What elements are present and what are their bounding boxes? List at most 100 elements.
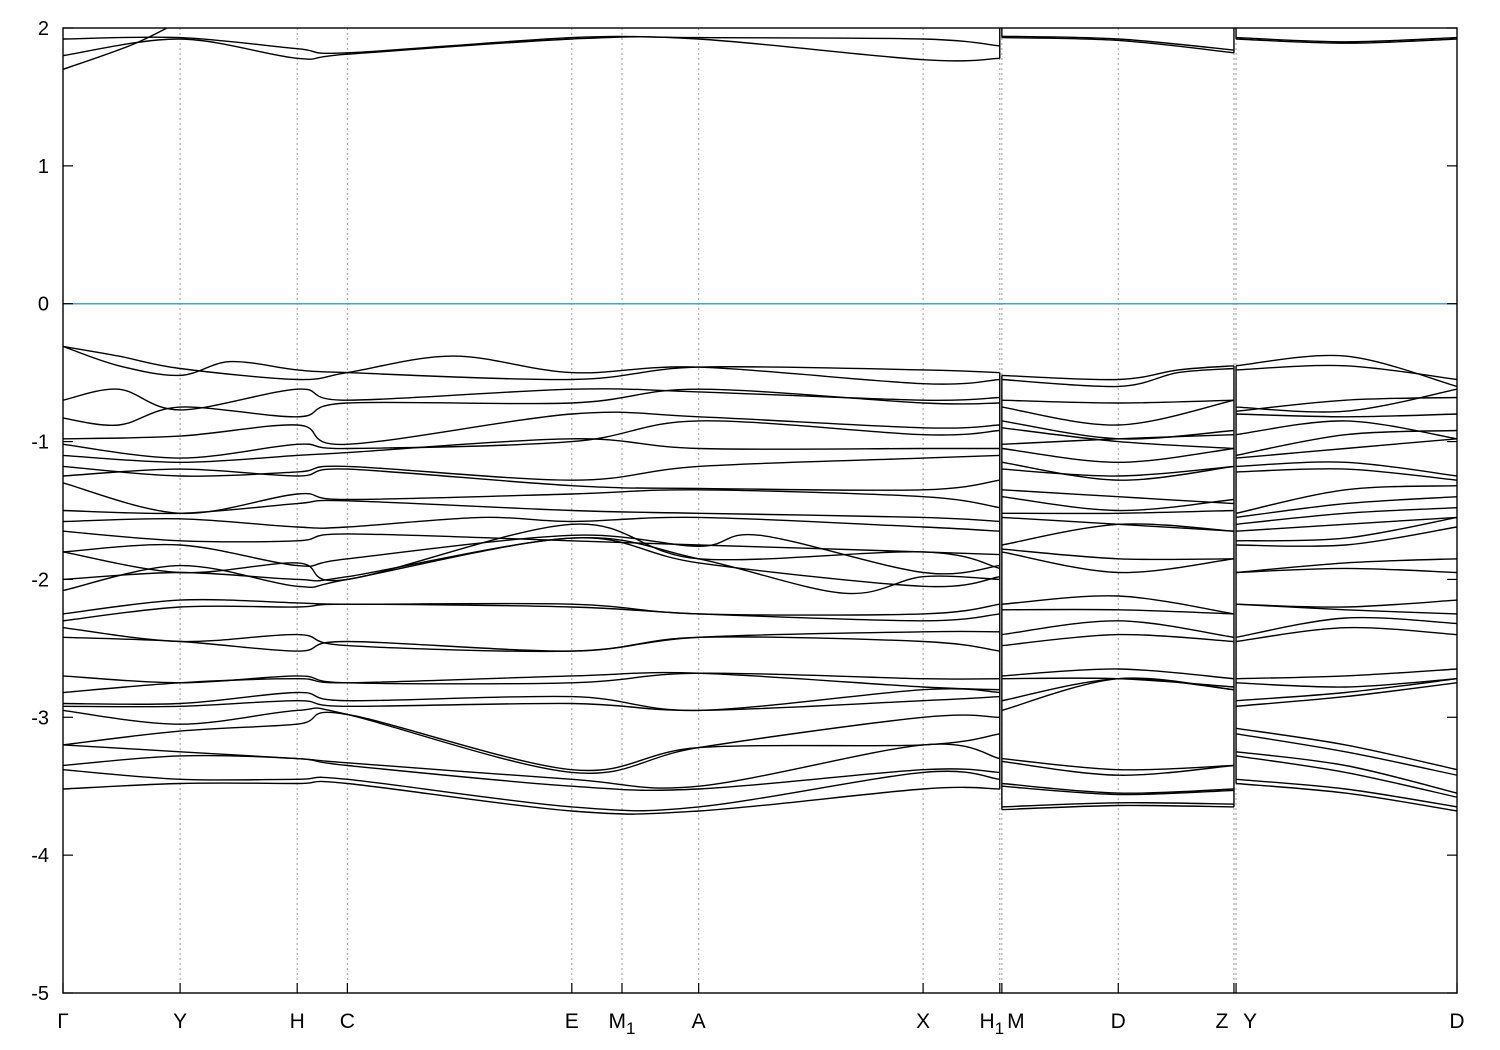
kpoint-gridlines: [179, 28, 1237, 993]
band-line: [1236, 396, 1457, 412]
band-line: [1235, 616, 1457, 638]
band-line: [1235, 429, 1457, 457]
band-line: [1001, 785, 1235, 796]
band-line: [1001, 551, 1235, 574]
band-line: [1236, 468, 1457, 481]
kpoint-label: Z: [1216, 1010, 1229, 1033]
band-line: [63, 603, 1000, 622]
band-line: [1001, 399, 1235, 426]
band-line: [63, 769, 1000, 812]
band-line: [1235, 755, 1457, 798]
band-line: [63, 420, 1000, 459]
band-line: [1001, 427, 1235, 450]
band-line: [63, 388, 1000, 426]
kpoint-label: Y: [1243, 1010, 1257, 1033]
band-line: [1001, 447, 1235, 464]
band-line: [63, 523, 1000, 582]
band-line: [1001, 36, 1235, 54]
band-line: [1001, 620, 1235, 638]
band-line: [1236, 516, 1457, 532]
band-line: [1001, 668, 1235, 680]
band-segment-1: [63, 28, 1001, 815]
band-line: [63, 28, 169, 71]
band-line: [1236, 603, 1457, 615]
band-line: [63, 438, 1000, 464]
kpoint-label: A: [692, 1010, 706, 1033]
band-line: [1236, 364, 1457, 381]
band-line: [63, 688, 1000, 712]
kpoint-label: X: [916, 1010, 930, 1033]
band-line: [1236, 678, 1457, 702]
band-segment-2: [1001, 28, 1235, 811]
band-line: [1001, 548, 1235, 561]
band-line: [63, 695, 1000, 712]
bands-group: [63, 28, 1457, 815]
band-line: [1235, 485, 1457, 514]
band-line: [63, 36, 1000, 62]
y-tick-label: 1: [38, 156, 49, 178]
band-line: [1236, 516, 1457, 542]
band-line: [63, 533, 1000, 575]
band-line: [1236, 678, 1457, 688]
band-line: [63, 537, 1000, 592]
x-axis: Γ Y H C E M1 A X H1 M D Z Y D: [57, 983, 1465, 1038]
plot-frame: [62, 27, 1458, 994]
band-line: [63, 636, 1000, 652]
band-line: [63, 537, 1000, 595]
band-line: [1001, 367, 1235, 388]
kpoint-label: Y: [173, 1010, 187, 1033]
band-line: [1235, 733, 1457, 776]
band-line: [63, 743, 1000, 789]
band-line: [63, 499, 1000, 523]
band-line: [1001, 633, 1235, 647]
kpoint-label: E: [565, 1010, 579, 1033]
band-line: [63, 598, 1000, 616]
y-tick-label: 0: [38, 294, 49, 316]
band-line: [1001, 523, 1235, 546]
band-line: [1236, 558, 1457, 574]
band-line: [63, 711, 1000, 772]
y-tick-label: -4: [31, 845, 49, 867]
y-tick-label: -2: [31, 569, 49, 591]
band-line: [1001, 595, 1235, 615]
kpoint-label: H: [290, 1010, 305, 1033]
band-line: [63, 754, 1000, 792]
band-line: [1236, 751, 1457, 794]
kpoint-label: D: [1111, 1010, 1126, 1033]
band-line: [1236, 626, 1457, 643]
kpoint-label: Γ: [57, 1010, 69, 1033]
kpoint-label: M: [1007, 1010, 1025, 1033]
band-line: [63, 671, 1000, 694]
band-line: [1236, 461, 1457, 477]
band-line: [1001, 489, 1235, 505]
band-line: [1001, 465, 1235, 477]
band-line: [1236, 438, 1457, 459]
band-line: [1236, 668, 1457, 680]
band-line: [1236, 682, 1457, 707]
band-line: [63, 35, 1000, 55]
band-line: [63, 411, 1000, 446]
band-line: [1236, 38, 1457, 44]
band-line: [1236, 567, 1457, 574]
band-line: [1001, 434, 1235, 445]
band-line: [1001, 399, 1235, 404]
band-line: [1001, 509, 1235, 515]
band-line: [1001, 461, 1235, 481]
band-line: [63, 530, 1000, 556]
band-line: [63, 780, 1000, 815]
band-line: [1236, 526, 1457, 548]
band-line: [1001, 802, 1235, 808]
y-tick-label: -1: [31, 432, 49, 454]
band-line: [1235, 727, 1457, 771]
kpoint-label: D: [1449, 1010, 1464, 1033]
kpoint-label: M1: [609, 1010, 636, 1038]
y-tick-label: -5: [31, 983, 49, 1005]
band-line: [63, 707, 1000, 774]
y-tick-label: -3: [31, 707, 49, 729]
band-line: [1001, 804, 1235, 811]
band-line: [1001, 608, 1235, 615]
band-line: [1001, 757, 1235, 771]
band-line: [1236, 778, 1457, 808]
band-line: [1236, 36, 1457, 43]
band-line: [1236, 507, 1457, 525]
